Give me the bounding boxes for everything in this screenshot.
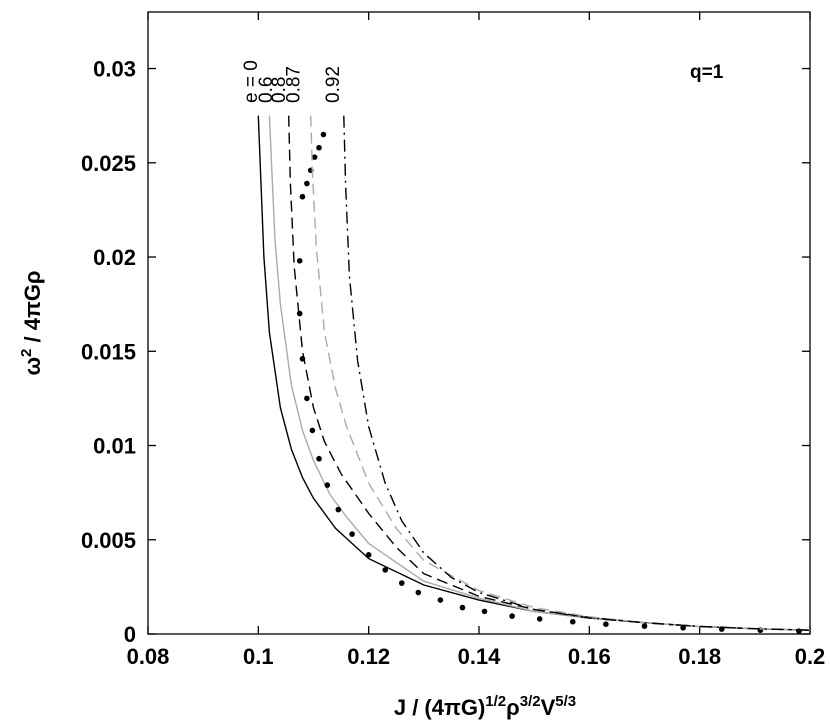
data-point [335,506,342,513]
data-point [316,455,322,462]
y-tick-label: 0.005 [81,528,136,553]
y-tick-label: 0.02 [93,245,136,270]
data-point [641,623,648,629]
data-point [324,482,331,488]
data-point [415,589,422,596]
data-point [304,180,310,187]
data-point [481,608,488,615]
series-0-line [257,115,811,631]
data-point [304,395,310,402]
y-label-part-0: ω [20,357,45,376]
x-tick-label: 0.08 [127,644,170,669]
y-tick-label: 0.015 [81,339,136,364]
series-4-line [310,115,811,631]
data-point [299,193,306,200]
x-tick-label: 0.2 [795,644,826,669]
data-point [309,427,316,434]
series-5-line [343,115,811,631]
curve-labels: e = 00.60.80.87 0.92 [241,60,344,103]
curve-label-3: 0.87 [284,66,305,103]
x-tick-label: 0.1 [243,644,274,669]
y-tick-label: 0 [124,622,136,647]
data-point [365,552,372,558]
data-point [680,624,686,631]
curve-label-1: 0.6 [256,77,277,103]
x-tick-label: 0.18 [678,644,721,669]
data-point [296,310,303,317]
data-point [349,531,355,537]
data-point [569,618,576,625]
data-point [382,567,389,573]
y-tick-label: 0.01 [93,434,136,459]
series-3-points [296,131,802,634]
curves [257,115,811,634]
x-label-part-2: 1/2 [485,693,506,710]
y-tick-label: 0.025 [81,151,136,176]
y-axis-label: ω2 / 4πGρ [18,270,45,375]
data-point [718,626,725,632]
data-point [459,604,466,611]
data-point [509,613,515,619]
series-1-line [268,115,811,631]
data-point [437,597,444,603]
x-tick-label: 0.16 [568,644,611,669]
plot-frame [147,11,811,635]
data-point [603,621,609,627]
data-point [311,154,318,160]
data-point [398,580,405,586]
y-label-part-2: / 4πGρ [20,270,45,348]
x-label-part-4: 3/2 [520,693,541,710]
x-label-part-1: (4πG) [424,695,485,720]
y-label-part-1: 2 [18,349,35,357]
data-point [299,356,306,362]
curve-label-0: e = 0 [241,60,262,103]
x-tick-label: 0.12 [347,644,390,669]
x-axis-label: J / (4πG)1/2ρ3/2V5/3 [394,693,576,720]
ticks: 0.08 0.1 0.12 0.14 0.16 0.18 0.2 0 0.005 0.01 0.01… [81,12,825,669]
data-point [536,616,543,622]
x-label-part-6: 5/3 [555,693,576,710]
curve-label-4: 0.92 [323,66,344,103]
y-tick-label: 0.03 [93,57,136,82]
annotation-q: q=1 [690,62,724,83]
x-label-part-0: J / [394,695,425,720]
x-label-part-5: V [541,695,556,720]
data-point [320,131,327,138]
x-label-part-3: ρ [506,695,520,720]
data-point [296,258,303,264]
curve-label-2: 0.8 [269,77,290,103]
data-point [316,144,322,151]
x-tick-label: 0.14 [458,644,502,669]
